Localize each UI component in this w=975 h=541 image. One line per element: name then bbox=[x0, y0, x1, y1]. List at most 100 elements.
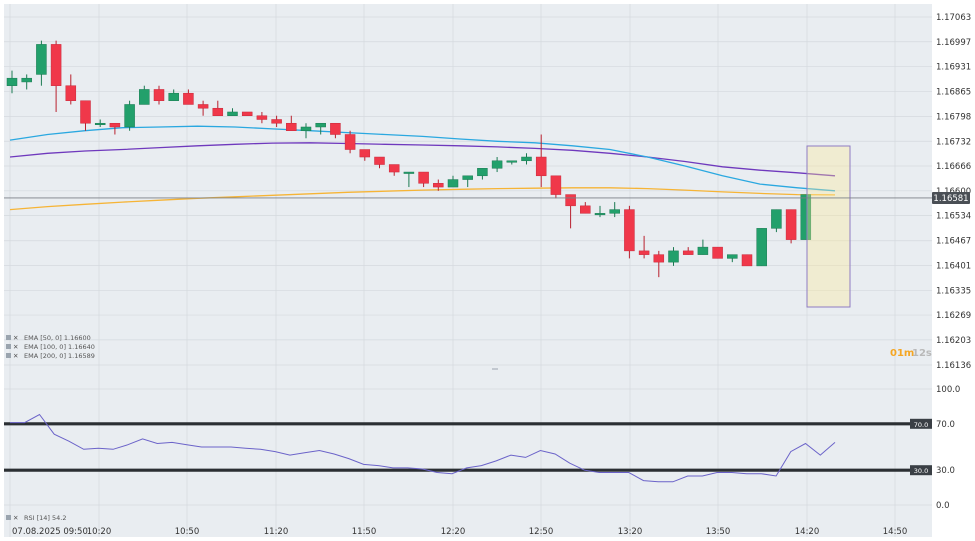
legend-handle-icon bbox=[6, 353, 11, 358]
candle-up bbox=[94, 122, 106, 125]
candle-down bbox=[580, 205, 591, 214]
candle-up bbox=[447, 179, 459, 188]
rsi-tick-label: 30.0 bbox=[936, 466, 955, 476]
candle-down bbox=[286, 122, 297, 131]
candle-down bbox=[183, 92, 194, 105]
candle-up bbox=[491, 160, 503, 169]
rsi-level-badge-label: 30.0 bbox=[914, 467, 928, 475]
candle-down bbox=[653, 254, 665, 263]
candle-up bbox=[697, 246, 709, 255]
candle-down bbox=[50, 44, 62, 86]
candle-down bbox=[433, 183, 444, 188]
rsi-panel[interactable]: 100.0 70.0 70.0 30.0 30.0 0.0 ✕ RSI [14] 54.2 bbox=[4, 385, 960, 522]
candle-up bbox=[477, 168, 488, 177]
legend-close-icon: ✕ bbox=[13, 352, 18, 360]
price-tick-label: 1.16997 bbox=[936, 38, 971, 48]
time-tick-label: 13:20 bbox=[618, 527, 643, 537]
candle-down bbox=[712, 246, 723, 259]
candle-down bbox=[271, 119, 282, 124]
candle-up bbox=[315, 122, 326, 128]
time-tick-label: 11:20 bbox=[264, 527, 289, 537]
price-tick-label: 1.16798 bbox=[936, 112, 971, 122]
time-tick-label: 10:20 bbox=[87, 527, 112, 537]
time-tick-label: 07.08.2025 09:50 bbox=[12, 527, 88, 537]
price-tick-label: 1.16203 bbox=[936, 336, 971, 346]
candle-down bbox=[741, 254, 753, 267]
price-tick-label: 1.16467 bbox=[936, 237, 971, 247]
price-tick-label: 1.16269 bbox=[936, 311, 971, 321]
candle-up bbox=[227, 111, 238, 116]
ema-legend: ✕ EMA [50, 0] 1.16600 ✕ EMA [100, 0] 1.1664… bbox=[6, 334, 95, 360]
ema-lines bbox=[9, 125, 836, 211]
candle-down bbox=[80, 100, 91, 124]
candle-down bbox=[344, 134, 356, 150]
rsi-tick-label: 70.0 bbox=[936, 420, 955, 430]
price-tick-label: 1.16666 bbox=[936, 162, 971, 172]
candle-down bbox=[388, 164, 400, 173]
countdown-seconds: 12s bbox=[912, 348, 932, 359]
candle-down bbox=[197, 104, 209, 109]
price-tick-label: 1.16534 bbox=[936, 212, 971, 222]
candle-up bbox=[139, 89, 150, 105]
ema50-line bbox=[9, 125, 836, 192]
legend-close-icon: ✕ bbox=[13, 334, 18, 342]
rsi-legend-close-icon: ✕ bbox=[13, 514, 18, 522]
candle-up bbox=[506, 160, 518, 163]
candle-up bbox=[727, 254, 738, 259]
candle-down bbox=[153, 89, 165, 101]
candle-down bbox=[256, 115, 268, 120]
candle-up bbox=[462, 175, 473, 180]
legend-ema-label: EMA [50, 0] 1.16600 bbox=[24, 334, 91, 342]
price-tick-label: 1.16600 bbox=[936, 187, 971, 197]
legend-close-icon: ✕ bbox=[13, 343, 18, 351]
rsi-level-badge-label: 70.0 bbox=[914, 421, 928, 429]
rsi-legend-label: RSI [14] 54.2 bbox=[24, 514, 67, 522]
grid bbox=[4, 4, 932, 537]
price-tick-label: 1.16335 bbox=[936, 286, 971, 296]
price-tick-label: 1.17063 bbox=[936, 13, 971, 23]
rsi-level-badge bbox=[910, 465, 932, 476]
candle-up bbox=[668, 250, 679, 263]
candle-down bbox=[418, 171, 429, 184]
candle-up bbox=[594, 213, 606, 216]
price-tick-label: 1.16401 bbox=[936, 262, 971, 272]
legend-ema-label: EMA [100, 0] 1.16640 bbox=[24, 343, 95, 351]
candle-up bbox=[300, 126, 312, 131]
candle-down bbox=[212, 107, 224, 116]
candle-down bbox=[550, 175, 562, 195]
candle-up bbox=[6, 77, 18, 86]
rsi-legend-handle-icon bbox=[6, 515, 11, 520]
candlesticks[interactable] bbox=[6, 40, 812, 278]
ema200-line bbox=[9, 187, 836, 211]
candle-up bbox=[36, 44, 47, 75]
candle-down bbox=[565, 194, 576, 207]
time-tick-label: 10:50 bbox=[175, 527, 200, 537]
price-tick-label: 1.16865 bbox=[936, 87, 971, 97]
candle-up bbox=[21, 77, 32, 83]
highlight-box[interactable] bbox=[806, 145, 851, 308]
rsi-tick-label: 100.0 bbox=[936, 385, 960, 395]
time-tick-label: 11:50 bbox=[352, 527, 377, 537]
top-tab bbox=[4, 0, 132, 4]
candle-down bbox=[535, 156, 547, 177]
price-tick-label: 1.16136 bbox=[936, 361, 971, 371]
ema100-line bbox=[9, 142, 836, 177]
candle-up bbox=[168, 92, 179, 101]
legend-handle-icon bbox=[6, 335, 11, 340]
candle-up bbox=[521, 156, 532, 162]
price-axis: 1.17063 1.16997 1.16931 1.16865 1.16798 1.167… bbox=[936, 13, 971, 371]
time-tick-label: 13:50 bbox=[706, 527, 731, 537]
legend-ema-label: EMA [200, 0] 1.16589 bbox=[24, 352, 95, 360]
candle-down bbox=[109, 122, 121, 128]
candle-down bbox=[682, 250, 694, 255]
candle-up bbox=[800, 194, 812, 240]
time-tick-label: 12:50 bbox=[529, 527, 554, 537]
countdown-minutes: 01m bbox=[890, 348, 914, 359]
candle-down bbox=[330, 122, 341, 135]
time-tick-label: 12:20 bbox=[441, 527, 466, 537]
candle-up bbox=[756, 228, 767, 267]
candle-down bbox=[359, 149, 371, 158]
